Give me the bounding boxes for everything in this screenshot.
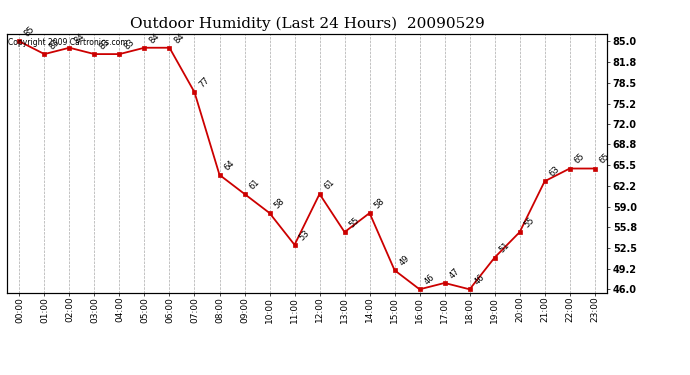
Text: 84: 84 (172, 31, 186, 45)
Text: 77: 77 (197, 75, 211, 90)
Text: 83: 83 (97, 38, 111, 51)
Text: 58: 58 (373, 196, 386, 210)
Text: 53: 53 (297, 228, 311, 242)
Text: 63: 63 (547, 165, 562, 178)
Text: 58: 58 (273, 196, 286, 210)
Title: Outdoor Humidity (Last 24 Hours)  20090529: Outdoor Humidity (Last 24 Hours) 2009052… (130, 17, 484, 31)
Text: 65: 65 (573, 152, 586, 166)
Text: 49: 49 (397, 254, 411, 267)
Text: 61: 61 (247, 177, 262, 191)
Text: 61: 61 (322, 177, 336, 191)
Text: 55: 55 (347, 216, 361, 229)
Text: 46: 46 (473, 273, 486, 286)
Text: 64: 64 (222, 158, 236, 172)
Text: 85: 85 (22, 25, 36, 39)
Text: 84: 84 (72, 31, 86, 45)
Text: 51: 51 (497, 241, 511, 255)
Text: 83: 83 (122, 38, 136, 51)
Text: 83: 83 (47, 38, 61, 51)
Text: Copyright 2009 Cartronics.com: Copyright 2009 Cartronics.com (8, 38, 128, 46)
Text: 55: 55 (522, 216, 536, 229)
Text: 84: 84 (147, 31, 161, 45)
Text: 46: 46 (422, 273, 436, 286)
Text: 65: 65 (598, 152, 611, 166)
Text: 47: 47 (447, 266, 462, 280)
